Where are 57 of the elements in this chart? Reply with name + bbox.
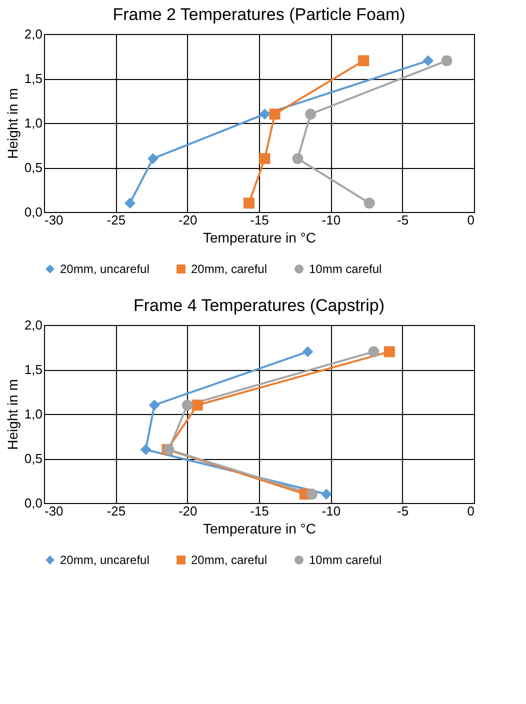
y-tick-label: 1,0	[24, 116, 42, 130]
point	[305, 108, 316, 120]
legend-label: 10mm careful	[309, 262, 382, 276]
legend-label: 20mm, careful	[191, 553, 268, 567]
x-tick-label: 0	[467, 212, 474, 228]
y-tick-label: 0,0	[24, 204, 42, 220]
x-tick-label: -25	[106, 504, 126, 518]
y-axis-title: Height in m	[4, 379, 20, 450]
legend-label: 20mm, careful	[191, 262, 268, 276]
point	[147, 153, 158, 164]
x-tick-label: 0	[467, 504, 474, 518]
point	[192, 400, 203, 411]
point	[259, 108, 270, 120]
x-tick-label: -20	[178, 504, 198, 518]
legend-label: 20mm, uncareful	[60, 262, 150, 276]
x-axis-title: Temperature in °C	[203, 230, 316, 246]
point	[140, 444, 152, 456]
x-tick-label: -30	[44, 212, 64, 228]
x-tick-label: -25	[106, 212, 126, 228]
y-tick-label: 0,0	[24, 496, 42, 510]
y-tick-label: 1,5	[24, 362, 42, 377]
y-tick-label: 0,5	[24, 451, 42, 466]
x-tick-label: -20	[178, 212, 198, 228]
chart-title: Frame 4 Temperatures (Capstrip)	[134, 296, 384, 315]
point	[422, 55, 434, 66]
chart-title: Frame 2 Temperatures (Particle Foam)	[112, 5, 406, 24]
point	[243, 198, 254, 209]
point	[441, 55, 452, 66]
point	[259, 153, 270, 164]
point	[302, 346, 314, 358]
x-tick-label: -15	[250, 212, 269, 228]
point	[368, 346, 380, 358]
point	[306, 488, 318, 500]
x-tick-label: -5	[397, 212, 409, 228]
point	[182, 400, 193, 411]
y-tick-label: 1,5	[24, 71, 42, 86]
point	[358, 55, 370, 66]
x-tick-label: -5	[397, 504, 409, 518]
point	[320, 488, 332, 500]
y-tick-label: 2,0	[24, 318, 42, 332]
point	[384, 346, 395, 358]
legend-label: 20mm, uncareful	[60, 553, 150, 567]
x-tick-label: -10	[322, 504, 341, 518]
y-tick-label: 2,0	[24, 26, 42, 42]
x-tick-label: -15	[250, 504, 269, 518]
point	[364, 198, 375, 209]
point	[148, 400, 160, 411]
y-tick-label: 0,5	[24, 160, 42, 175]
y-tick-label: 1,0	[24, 406, 42, 422]
point	[292, 153, 304, 164]
point	[124, 198, 136, 209]
x-tick-label: -10	[322, 212, 341, 228]
x-tick-label: -30	[44, 504, 64, 518]
y-axis-title: Height in m	[4, 88, 20, 159]
point	[269, 108, 280, 120]
x-axis-title: Temperature in °C	[203, 520, 316, 536]
legend-label: 10mm careful	[309, 553, 382, 567]
